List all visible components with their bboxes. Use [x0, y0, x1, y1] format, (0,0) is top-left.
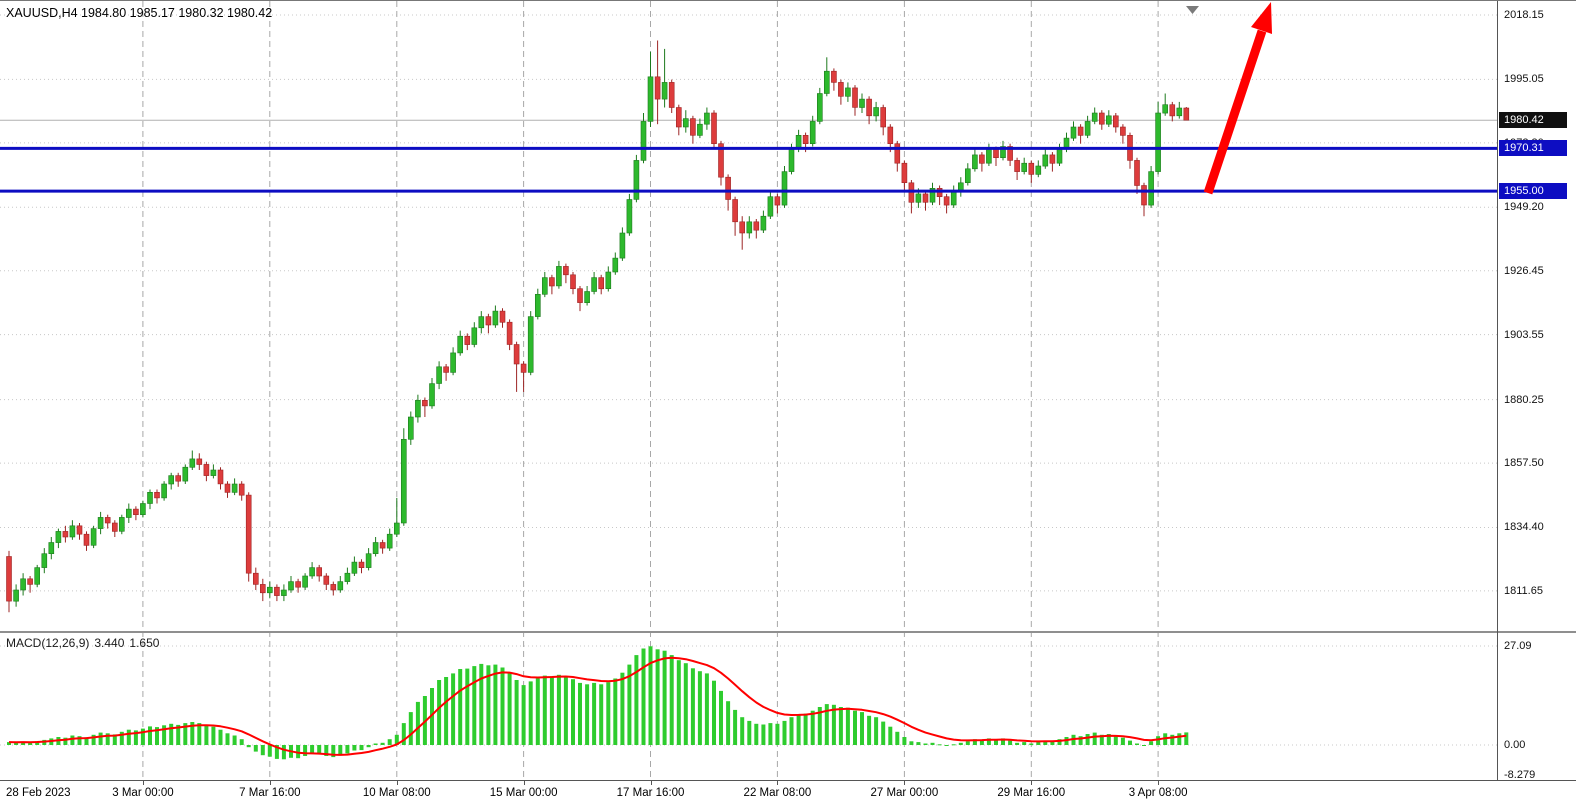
time-axis-label[interactable]: 28 Feb 2023: [6, 787, 71, 799]
bid-price-badge: 1980.42: [1499, 112, 1567, 128]
time-axis-tick: [523, 781, 525, 785]
price-axis-label: 1903.55: [1504, 329, 1544, 341]
time-axis-tick: [777, 781, 779, 785]
time-axis-tick: [1031, 781, 1033, 785]
price-axis-label: 1926.45: [1504, 265, 1544, 277]
price-axis-label: 1857.50: [1504, 457, 1544, 469]
price-axis-label: 1995.05: [1504, 73, 1544, 85]
price-axis-label: 1949.20: [1504, 201, 1544, 213]
macd-gridlines: [0, 631, 1497, 780]
axis-separator: [0, 780, 1576, 781]
time-axis-label[interactable]: 22 Mar 08:00: [743, 787, 812, 799]
price-axis-separator: [1497, 1, 1498, 780]
main-gridlines: [0, 1, 1497, 631]
macd-indicator-label: MACD(12,26,9) 3.440 1.650: [6, 636, 164, 650]
level-price-badge: 1955.00: [1499, 183, 1567, 199]
macd-signal-line: [8, 656, 1187, 756]
level-price-badge: 1970.31: [1499, 140, 1567, 156]
panel-separator[interactable]: [0, 631, 1576, 633]
time-axis-tick: [142, 781, 144, 785]
macd-axis-label: -8.279: [1504, 769, 1536, 781]
time-axis-label[interactable]: 27 Mar 00:00: [870, 787, 939, 799]
macd-axis-label: 0.00: [1504, 739, 1526, 751]
price-axis-label: 1811.65: [1504, 585, 1543, 597]
time-axis-tick: [269, 781, 271, 785]
time-axis-tick: [650, 781, 652, 785]
time-axis-label[interactable]: 17 Mar 16:00: [616, 787, 685, 799]
candlesticks: [6, 40, 1190, 613]
trend-arrow[interactable]: [1203, 2, 1272, 195]
price-axis-label: 1834.40: [1504, 521, 1544, 533]
time-axis-label[interactable]: 3 Apr 08:00: [1128, 787, 1188, 799]
chart-title: XAUUSD,H4 1984.80 1985.17 1980.32 1980.4…: [6, 6, 273, 20]
macd-name: MACD(12,26,9): [6, 636, 90, 650]
time-axis-tick: [904, 781, 906, 785]
macd-main-value: 3.440: [94, 636, 125, 650]
macd-canvas[interactable]: [0, 631, 1497, 780]
time-axis-label[interactable]: 3 Mar 00:00: [112, 787, 174, 799]
time-axis-label[interactable]: 29 Mar 16:00: [997, 787, 1066, 799]
price-axis-label: 2018.15: [1504, 9, 1544, 21]
time-axis-label[interactable]: 15 Mar 00:00: [489, 787, 558, 799]
time-axis-tick: [1158, 781, 1160, 785]
chart-shift-marker[interactable]: [1186, 6, 1199, 14]
price-axis[interactable]: 2018.151995.051972.301949.201926.451903.…: [1498, 1, 1576, 781]
time-axis-tick: [396, 781, 398, 785]
price-axis-label: 1880.25: [1504, 394, 1544, 406]
macd-histogram: [7, 646, 1189, 760]
time-axis-label[interactable]: 10 Mar 08:00: [362, 787, 431, 799]
time-axis-label[interactable]: 7 Mar 16:00: [239, 787, 301, 799]
macd-axis-label: 27.09: [1504, 640, 1532, 652]
price-chart-canvas[interactable]: [0, 1, 1497, 631]
time-axis[interactable]: 28 Feb 2023 3 Mar 00:00 7 Mar 16:00 10 Mar …: [0, 781, 1576, 811]
macd-signal-value: 1.650: [129, 636, 160, 650]
